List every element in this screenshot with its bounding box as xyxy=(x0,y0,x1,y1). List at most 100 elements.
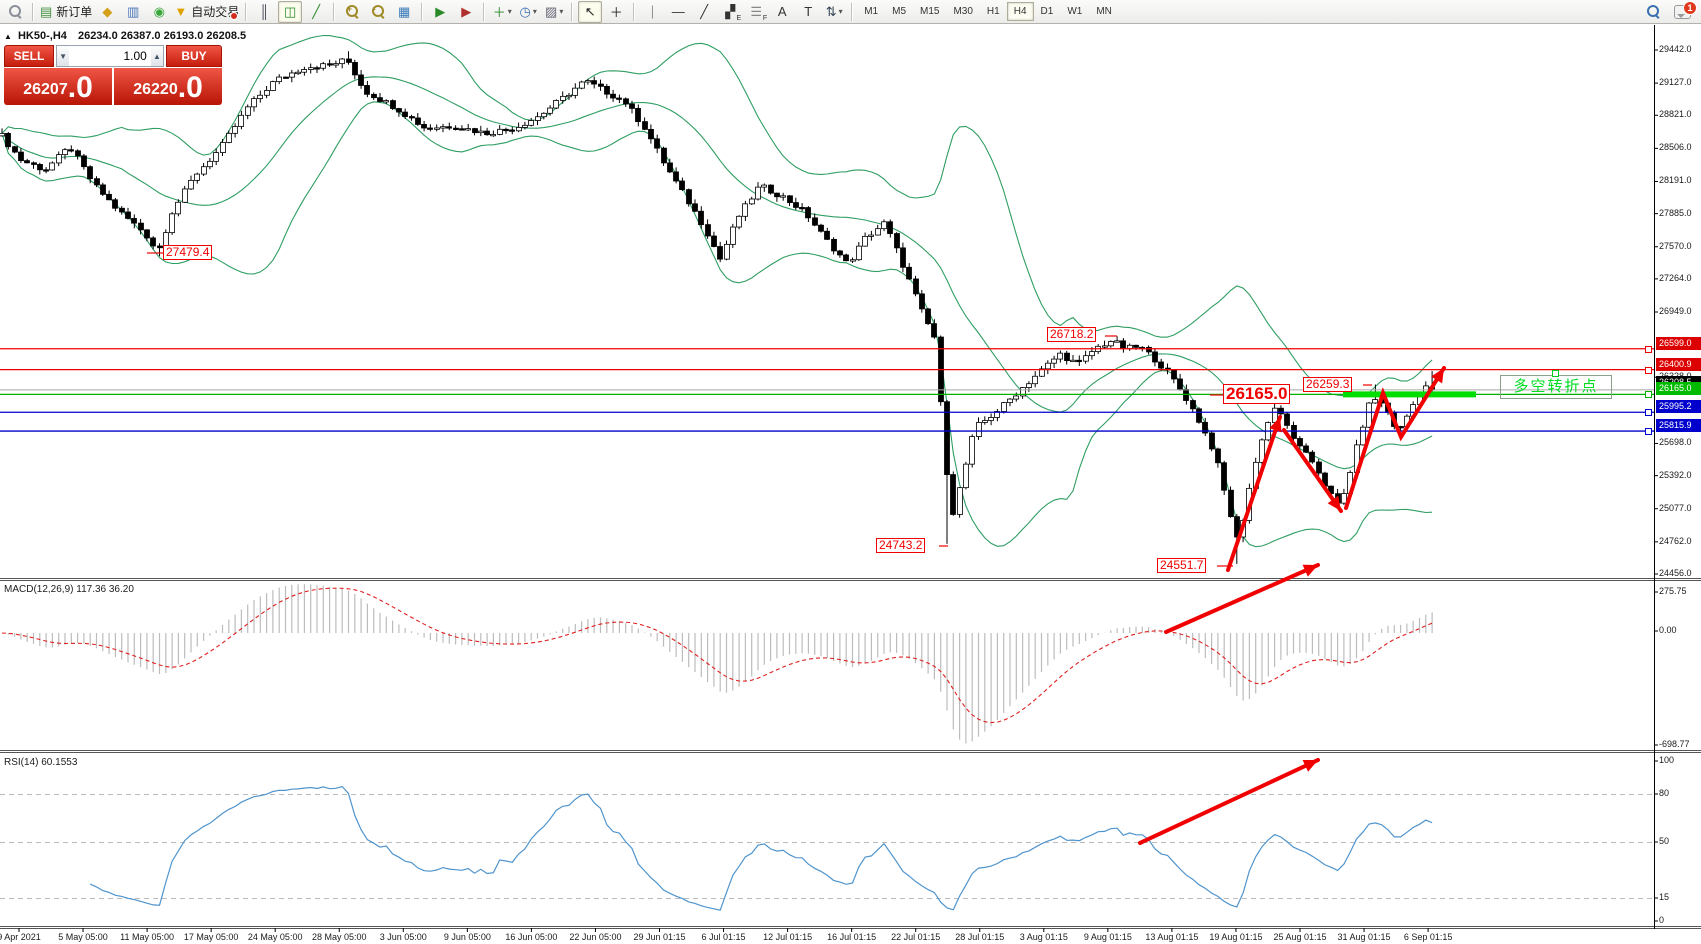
market-watch-icon[interactable]: ▥ xyxy=(121,1,145,23)
collapse-trade-panel-icon[interactable]: ▲ xyxy=(4,32,12,41)
toolbar-separator xyxy=(333,2,336,21)
time-tick-label: 25 Aug 01:15 xyxy=(1273,932,1327,942)
new-order-button[interactable]: ▤ 新订单 xyxy=(40,3,93,20)
search-icon[interactable] xyxy=(1647,5,1660,18)
timeframe-h4[interactable]: H4 xyxy=(1006,2,1034,21)
crosshair-icon[interactable]: ＋ xyxy=(604,1,628,23)
buy-price[interactable]: 26220.0 xyxy=(114,68,222,105)
price-callout[interactable]: 26718.2 xyxy=(1047,327,1097,342)
app-search-icon[interactable] xyxy=(3,1,27,23)
price-callout[interactable]: 26259.3 xyxy=(1303,377,1353,392)
zoom-out-icon: - xyxy=(371,4,385,18)
auto-scroll-icon[interactable]: ▶ xyxy=(428,1,452,23)
text-label-icon[interactable]: T xyxy=(796,1,820,23)
timeframe-m30[interactable]: M30 xyxy=(953,6,973,17)
cursor-icon: ↖ xyxy=(584,3,596,19)
price-callout[interactable]: 24551.7 xyxy=(1157,558,1207,573)
price-tick-label: 29127.0 xyxy=(1659,77,1692,88)
chart-shift-icon: ▶ xyxy=(461,3,472,19)
turning-point-annotation[interactable]: 多空转折点 xyxy=(1500,375,1612,399)
chart-canvas[interactable] xyxy=(0,24,1701,944)
price-tick-label: 24456.0 xyxy=(1659,567,1692,578)
level-line-handle[interactable] xyxy=(1645,345,1652,353)
horizontal-line-icon: — xyxy=(671,4,685,19)
text-icon[interactable]: A xyxy=(770,1,794,23)
zoom-in-icon: + xyxy=(345,4,359,18)
time-tick-label: 16 Jun 05:00 xyxy=(505,932,558,942)
timeframe-mn[interactable]: MN xyxy=(1096,6,1112,17)
time-tick-label: 16 Jul 01:15 xyxy=(827,932,877,942)
macd-indicator-label: MACD(12,26,9) 117.36 36.20 xyxy=(4,584,134,595)
vertical-line-icon[interactable]: ｜ xyxy=(640,1,664,23)
price-callout[interactable]: 24743.2 xyxy=(876,538,926,553)
toolbar-separator xyxy=(571,2,574,21)
price-level-badge: 26400.9 xyxy=(1656,357,1701,371)
tile-windows-icon[interactable]: ▦ xyxy=(392,1,416,23)
fibonacci-icon: ☰ xyxy=(750,3,763,19)
buy-button[interactable]: BUY xyxy=(166,45,222,67)
price-callout[interactable]: 26165.0 xyxy=(1223,384,1291,404)
level-line-handle[interactable] xyxy=(1645,391,1652,399)
fibonacci-icon[interactable]: ☰ F xyxy=(750,3,768,22)
time-tick-label: 3 Aug 01:15 xyxy=(1019,932,1068,942)
chart-shift-icon[interactable]: ▶ xyxy=(454,1,478,23)
add-indicator-icon: ＋ xyxy=(492,5,506,20)
time-tick-label: 9 Apr 2021 xyxy=(0,932,41,942)
sell-button[interactable]: SELL xyxy=(4,45,54,67)
rsi-indicator-label: RSI(14) 60.1553 xyxy=(4,757,78,768)
price-tick-label: 28821.0 xyxy=(1659,109,1692,120)
notifications-icon[interactable]: 1 xyxy=(1674,0,1697,19)
price-callout[interactable]: 27479.4 xyxy=(163,245,213,260)
volume-input[interactable] xyxy=(69,46,151,66)
annotation-handle[interactable] xyxy=(1552,370,1559,377)
add-indicator-icon[interactable]: ＋ ▾ xyxy=(490,1,514,23)
horizontal-line-icon[interactable]: — xyxy=(666,1,690,23)
toolbar-separator xyxy=(245,2,248,21)
profile-icon[interactable]: ◆ xyxy=(95,1,119,23)
trendline-icon[interactable]: ╱ xyxy=(692,1,716,23)
candlestick-chart-icon[interactable]: ◫ xyxy=(278,0,303,23)
price-tick-label: 27570.0 xyxy=(1659,240,1692,251)
zoom-in-icon[interactable]: + xyxy=(340,1,364,23)
timeframe-h1[interactable]: H1 xyxy=(986,6,1000,17)
periods-clock-icon[interactable]: ◷ ▾ xyxy=(519,3,537,19)
price-tick-label: 25698.0 xyxy=(1659,437,1692,448)
macd-tick-label: 0.00 xyxy=(1659,625,1677,635)
symbol-period-label: HK50-,H4 xyxy=(17,30,67,42)
macd-tick-label: -698.77 xyxy=(1659,739,1690,749)
vertical-line-icon: ｜ xyxy=(645,5,659,20)
arrows-shapes-icon: ⇅ xyxy=(825,3,837,19)
trendline-icon: ╱ xyxy=(700,3,709,19)
tile-windows-icon: ▦ xyxy=(398,3,411,19)
arrows-shapes-icon[interactable]: ⇅ ▾ xyxy=(825,3,843,19)
chart-template-icon[interactable]: ▨ ▾ xyxy=(545,3,564,19)
zoom-out-icon[interactable]: - xyxy=(366,1,390,23)
timeframe-d1[interactable]: D1 xyxy=(1040,6,1054,17)
volume-increase-button[interactable]: ▲ xyxy=(150,46,163,66)
equidistant-channel-icon[interactable]: ▞ E xyxy=(725,3,742,22)
time-tick-label: 28 May 05:00 xyxy=(311,932,367,942)
timeframe-m1[interactable]: M1 xyxy=(864,6,879,17)
toolbar-separator xyxy=(32,2,34,21)
signals-icon[interactable]: ◉ xyxy=(147,1,171,23)
level-line-handle[interactable] xyxy=(1645,366,1652,374)
rsi-tick-label: 50 xyxy=(1659,836,1670,846)
timeframe-w1[interactable]: W1 xyxy=(1067,6,1083,17)
signals-icon: ◉ xyxy=(153,3,165,19)
sell-price[interactable]: 26207.0 xyxy=(4,68,112,105)
rsi-tick-label: 0 xyxy=(1659,915,1665,925)
price-tick-label: 28506.0 xyxy=(1659,142,1692,153)
volume-decrease-button[interactable]: ▼ xyxy=(57,46,70,66)
timeframe-m5[interactable]: M5 xyxy=(892,6,907,17)
periods-clock-icon: ◷ xyxy=(519,3,531,19)
bar-chart-icon[interactable]: ║ xyxy=(252,1,276,23)
autotrading-button[interactable]: ▼ 自动交易 xyxy=(174,4,240,20)
cursor-icon[interactable]: ↖ xyxy=(578,0,603,23)
time-tick-label: 19 Aug 01:15 xyxy=(1209,932,1263,942)
level-line-handle[interactable] xyxy=(1645,409,1652,417)
line-chart-icon[interactable]: ╱ xyxy=(304,1,328,23)
timeframe-m15[interactable]: M15 xyxy=(920,6,940,17)
level-line-handle[interactable] xyxy=(1645,428,1652,436)
notification-badge: 1 xyxy=(1683,0,1697,15)
toolbar-separator xyxy=(633,2,636,21)
